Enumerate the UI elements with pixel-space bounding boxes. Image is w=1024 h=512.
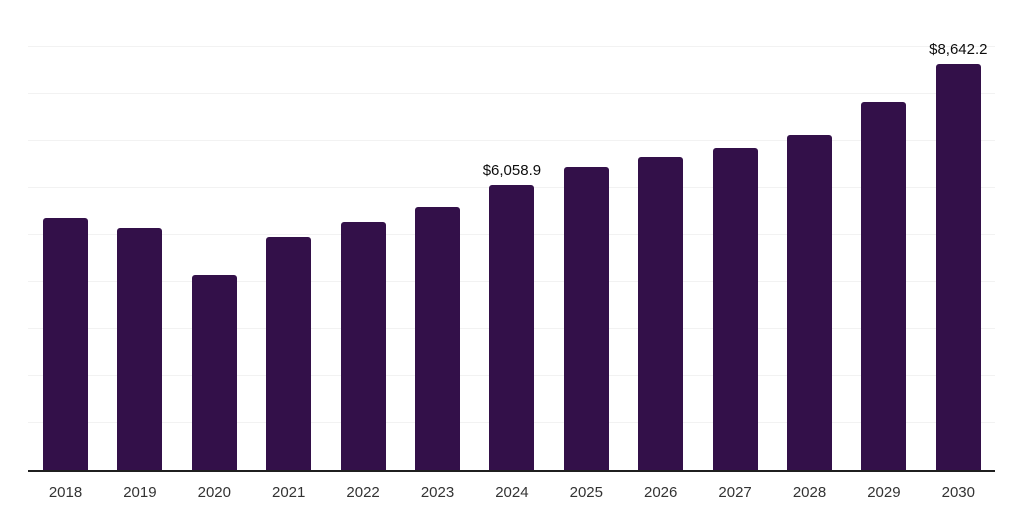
bar-2019 bbox=[117, 227, 163, 470]
bar-2027 bbox=[712, 147, 758, 470]
bar-value-label-2024: $6,058.9 bbox=[482, 162, 542, 180]
x-tick-label-2029: 2029 bbox=[867, 484, 901, 501]
x-axis-labels: 2018 2019 2020 2021 2022 2023 2024 2025 2026 2027… bbox=[28, 484, 995, 504]
bar-2022 bbox=[340, 221, 386, 470]
bar-2021 bbox=[266, 236, 312, 470]
x-tick-label-2021: 2021 bbox=[272, 484, 306, 501]
gridline bbox=[28, 46, 995, 47]
bar-2028 bbox=[787, 134, 832, 470]
bar-2020 bbox=[191, 274, 237, 470]
x-tick-label-2026: 2026 bbox=[644, 484, 678, 501]
bar-2025 bbox=[563, 167, 609, 470]
bar-value-label-2030: $8,642.2 bbox=[929, 40, 988, 58]
x-tick-label-2023: 2023 bbox=[420, 484, 455, 501]
x-tick-label-2028: 2028 bbox=[792, 484, 827, 501]
x-tick-label-2018: 2018 bbox=[48, 484, 83, 501]
x-tick-label-2025: 2025 bbox=[569, 484, 603, 501]
x-axis-line bbox=[28, 470, 995, 472]
x-tick-label-2027: 2027 bbox=[718, 484, 752, 501]
x-tick-label-2030: 2030 bbox=[941, 484, 975, 501]
x-tick-label-2020: 2020 bbox=[197, 484, 231, 501]
x-tick-label-2022: 2022 bbox=[346, 484, 380, 501]
x-tick-label-2019: 2019 bbox=[123, 484, 157, 501]
bar-2026 bbox=[638, 157, 684, 470]
bar-2023 bbox=[415, 206, 460, 470]
bar-2018 bbox=[43, 218, 88, 470]
bar-2024 bbox=[489, 185, 535, 470]
gridline bbox=[28, 93, 995, 94]
gridline bbox=[28, 140, 995, 141]
plot-area: $6,058.9 $8,642.2 bbox=[28, 0, 995, 470]
x-tick-label-2024: 2024 bbox=[495, 484, 529, 501]
bar-2030 bbox=[935, 63, 981, 470]
bar-2029 bbox=[861, 102, 907, 470]
